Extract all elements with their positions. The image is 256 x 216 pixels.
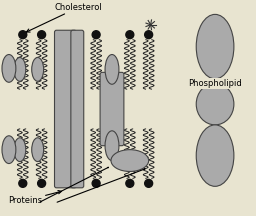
Ellipse shape — [14, 57, 26, 81]
Circle shape — [145, 179, 153, 187]
Ellipse shape — [196, 125, 234, 186]
Circle shape — [38, 31, 46, 39]
Ellipse shape — [2, 54, 16, 82]
Circle shape — [19, 31, 27, 39]
Ellipse shape — [111, 150, 149, 172]
Ellipse shape — [105, 131, 119, 160]
FancyArrowPatch shape — [40, 167, 108, 202]
Circle shape — [92, 179, 100, 187]
Ellipse shape — [14, 138, 26, 162]
Circle shape — [19, 179, 27, 187]
Circle shape — [145, 31, 153, 39]
FancyArrowPatch shape — [57, 169, 145, 202]
Ellipse shape — [32, 57, 44, 81]
Circle shape — [126, 179, 134, 187]
Ellipse shape — [2, 136, 16, 164]
Text: Cholesterol: Cholesterol — [26, 3, 102, 32]
Circle shape — [92, 31, 100, 39]
Ellipse shape — [32, 138, 44, 162]
Text: Phospholipid: Phospholipid — [188, 79, 242, 88]
Circle shape — [126, 31, 134, 39]
Ellipse shape — [196, 83, 234, 125]
Ellipse shape — [196, 14, 234, 79]
FancyBboxPatch shape — [100, 72, 124, 146]
Circle shape — [38, 179, 46, 187]
FancyBboxPatch shape — [71, 30, 84, 188]
Text: Proteins: Proteins — [8, 191, 61, 205]
FancyBboxPatch shape — [55, 30, 76, 188]
Ellipse shape — [105, 54, 119, 84]
